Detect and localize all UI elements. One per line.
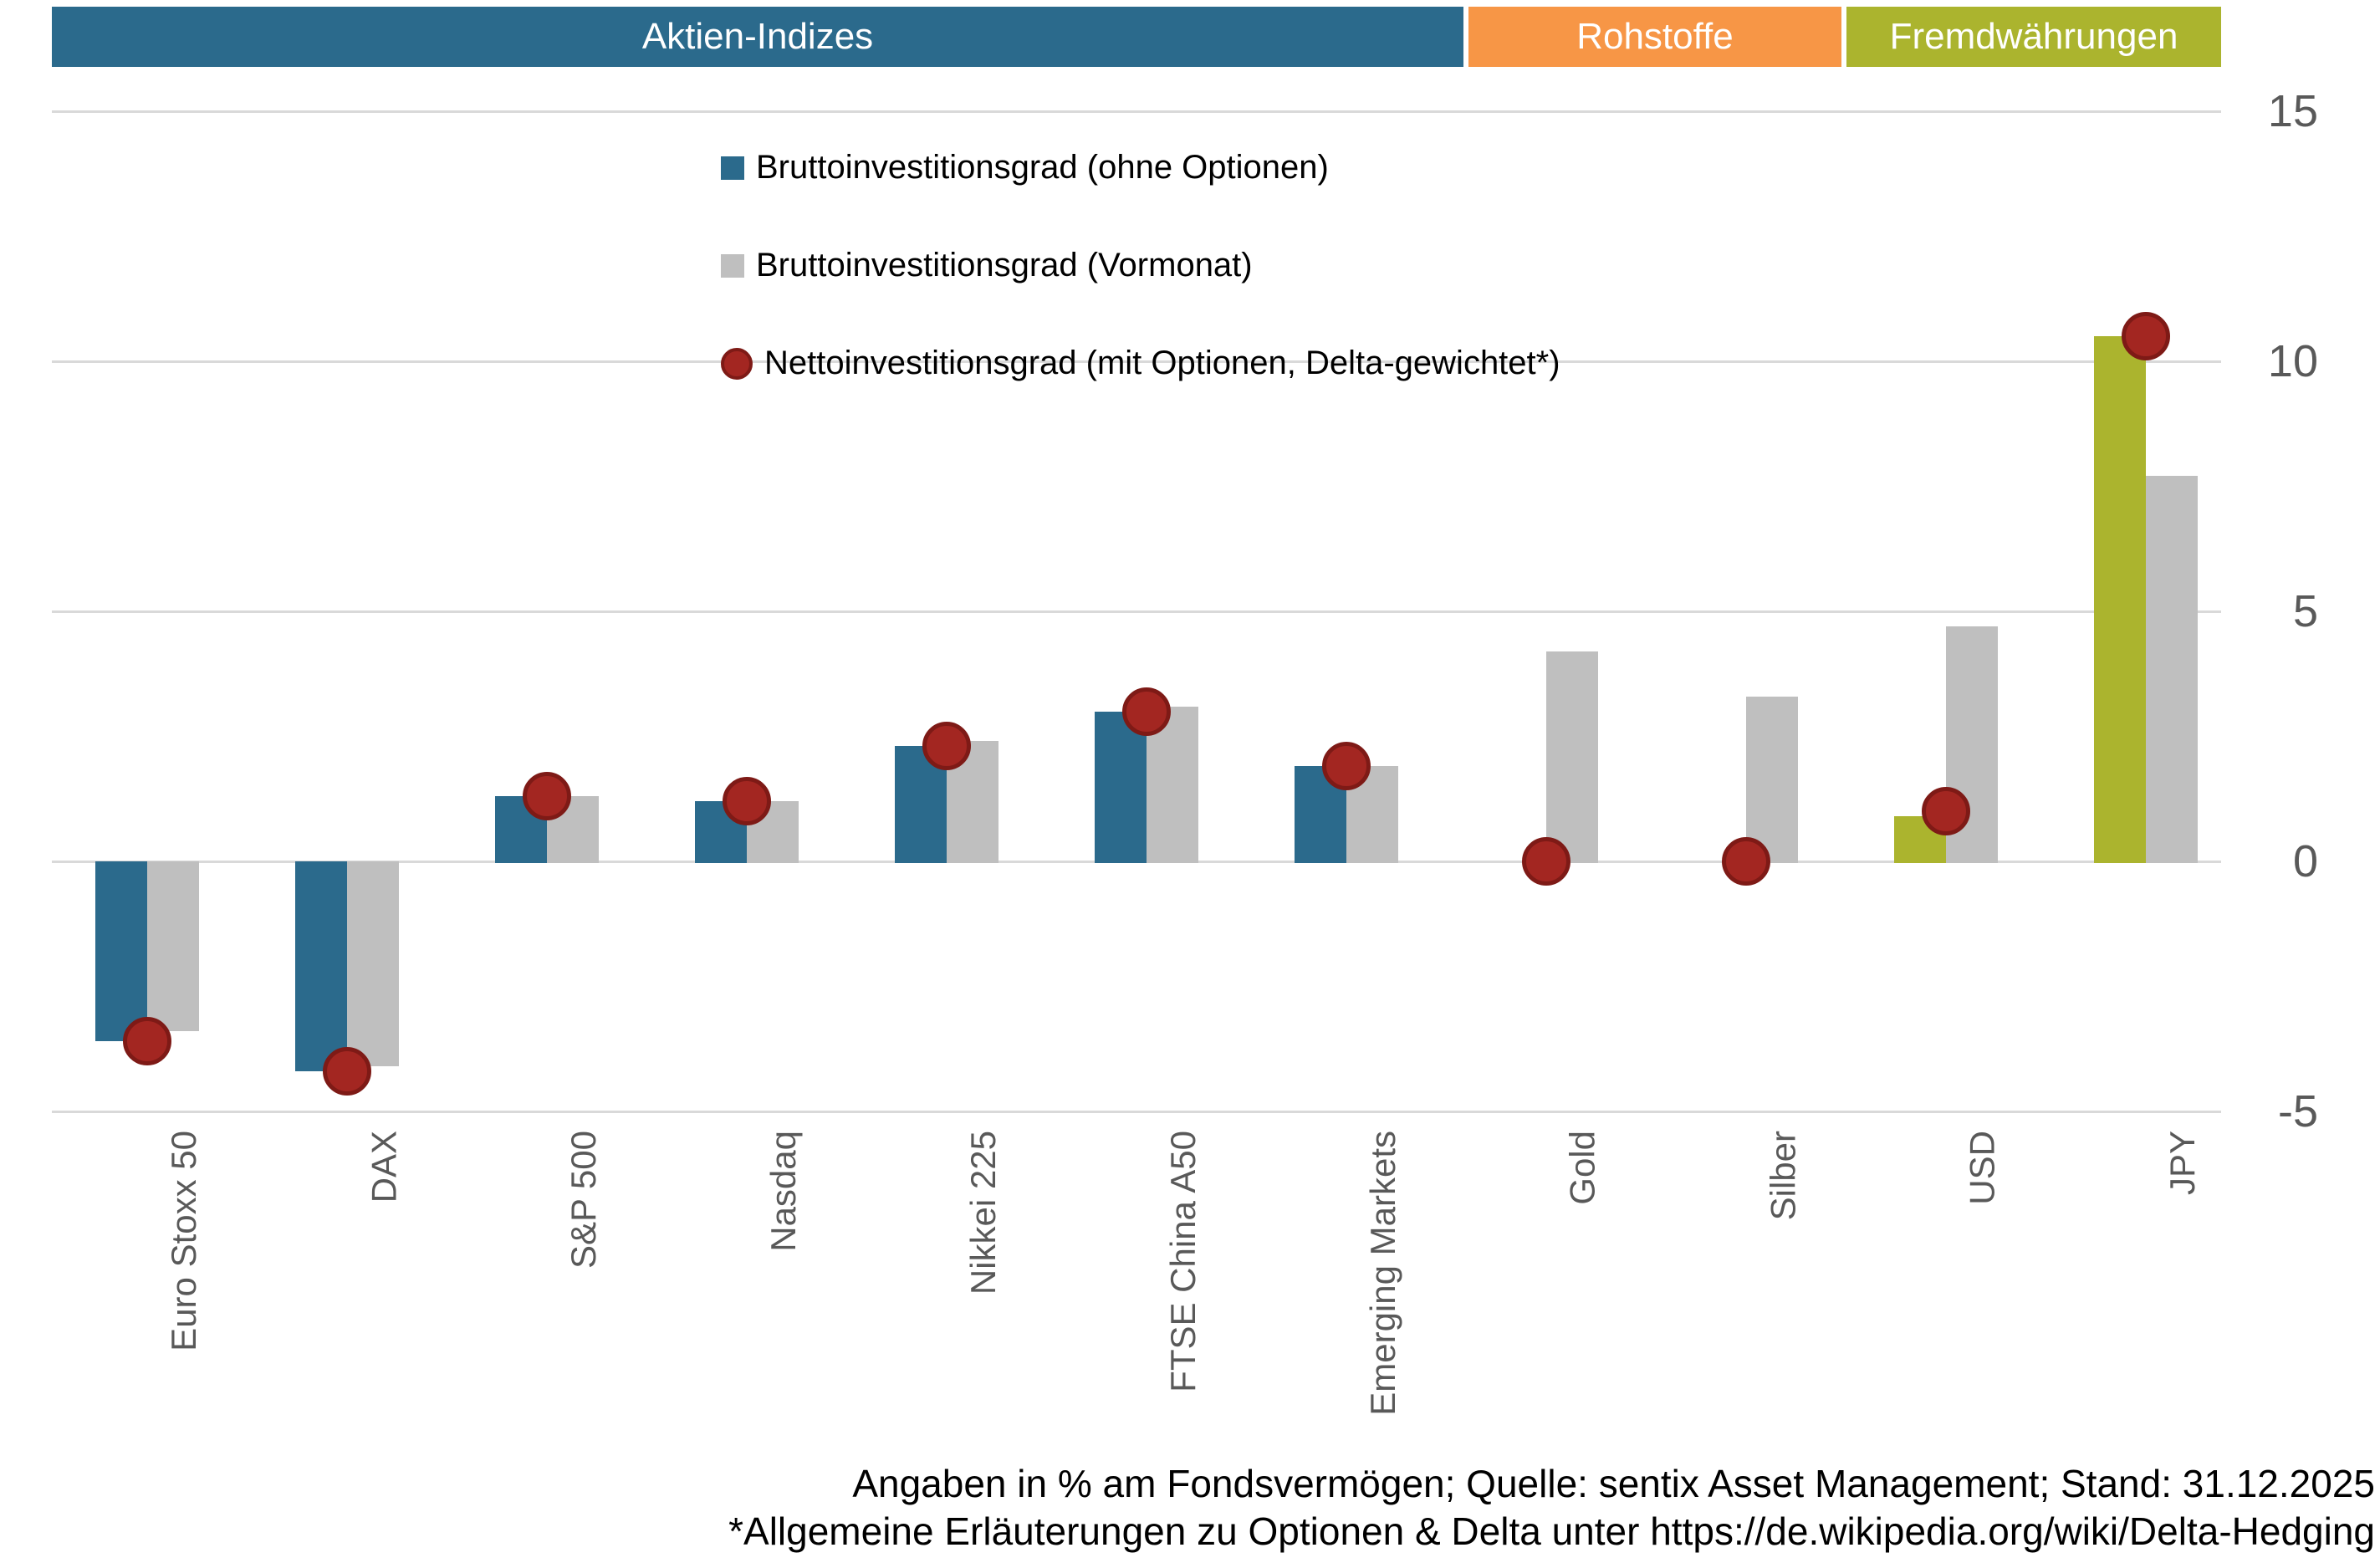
x-label-nikkei-225: Nikkei 225	[963, 1131, 1003, 1295]
legend-item-brutto-ohne-optionen: Bruttoinvestitionsgrad (ohne Optionen)	[721, 149, 1560, 186]
dot-netto-dax	[323, 1047, 371, 1096]
x-label-dax: DAX	[364, 1131, 403, 1203]
footer-line-source: Angaben in % am Fondsvermögen; Quelle: s…	[852, 1462, 2375, 1505]
footer-line-disclaimer: *Allgemeine Erläuterungen zu Optionen & …	[728, 1509, 2375, 1553]
legend: Bruttoinvestitionsgrad (ohne Optionen) B…	[721, 149, 1560, 382]
bar-vormonat-silber	[1746, 696, 1798, 863]
gridline-10	[52, 360, 2221, 363]
dot-netto-silber	[1722, 837, 1770, 886]
dot-netto-gold	[1522, 837, 1570, 886]
gridline-15	[52, 110, 2221, 113]
band-aktien-indizes: Aktien-Indizes	[52, 7, 1463, 67]
x-label-emerging-markets: Emerging Markets	[1363, 1131, 1402, 1416]
dot-netto-nikkei-225	[922, 722, 971, 771]
bar-vormonat-dax	[347, 861, 399, 1067]
y-tick-10: 10	[2267, 335, 2318, 386]
red-circle-icon	[721, 347, 753, 380]
bar-vormonat-jpy	[2146, 476, 2198, 863]
x-label-jpy: JPY	[2163, 1131, 2202, 1196]
legend-label: Bruttoinvestitionsgrad (Vormonat)	[756, 247, 1253, 283]
dot-netto-euro-stoxx-50	[123, 1017, 171, 1066]
legend-label: Nettoinvestitionsgrad (mit Optionen, Del…	[764, 345, 1560, 381]
dot-netto-usd	[1922, 787, 1970, 836]
x-label-nasdaq: Nasdaq	[764, 1131, 803, 1252]
legend-item-brutto-vormonat: Bruttoinvestitionsgrad (Vormonat)	[721, 247, 1560, 284]
dot-netto-jpy	[2122, 311, 2170, 360]
y-tick-0: 0	[2292, 836, 2318, 886]
band-rohstoffe: Rohstoffe	[1468, 7, 1841, 67]
dot-netto-emerging-markets	[1322, 742, 1371, 791]
band-aktien-indizes-label: Aktien-Indizes	[641, 16, 874, 57]
y-tick-15: 15	[2267, 85, 2318, 136]
y-tick-minus-5: -5	[2277, 1086, 2318, 1137]
legend-item-netto-optionen: Nettoinvestitionsgrad (mit Optionen, Del…	[721, 345, 1560, 382]
x-label-s-p-500: S&P 500	[564, 1131, 603, 1269]
x-label-usd: USD	[1963, 1131, 2002, 1205]
x-label-silber: Silber	[1763, 1131, 1802, 1221]
footer-note: Angaben in % am Fondsvermögen; Quelle: s…	[728, 1460, 2375, 1555]
y-tick-5: 5	[2292, 585, 2318, 636]
bar-brutto-ohne-ftse-china-a50	[1095, 711, 1147, 863]
dot-netto-s-p-500	[523, 772, 571, 821]
bar-brutto-ohne-dax	[295, 861, 347, 1072]
gray-square-icon	[721, 253, 744, 278]
bar-brutto-ohne-euro-stoxx-50	[95, 861, 147, 1042]
dot-netto-nasdaq	[723, 777, 771, 826]
dot-netto-ftse-china-a50	[1122, 687, 1171, 736]
x-label-euro-stoxx-50: Euro Stoxx 50	[164, 1131, 203, 1351]
x-label-ftse-china-a50: FTSE China A50	[1163, 1131, 1203, 1392]
band-rohstoffe-label: Rohstoffe	[1576, 16, 1734, 57]
band-fremdwaehrungen-label: Fremdwährungen	[1889, 16, 2178, 57]
x-label-gold: Gold	[1563, 1131, 1602, 1205]
legend-label: Bruttoinvestitionsgrad (ohne Optionen)	[756, 149, 1329, 186]
gridline-minus-5	[52, 1111, 2221, 1114]
band-fremdwaehrungen: Fremdwährungen	[1846, 7, 2221, 67]
bar-brutto-ohne-jpy	[2094, 335, 2146, 863]
teal-square-icon	[721, 156, 744, 180]
bar-vormonat-euro-stoxx-50	[147, 861, 199, 1032]
bar-vormonat-gold	[1546, 651, 1598, 863]
gridline-5	[52, 610, 2221, 613]
